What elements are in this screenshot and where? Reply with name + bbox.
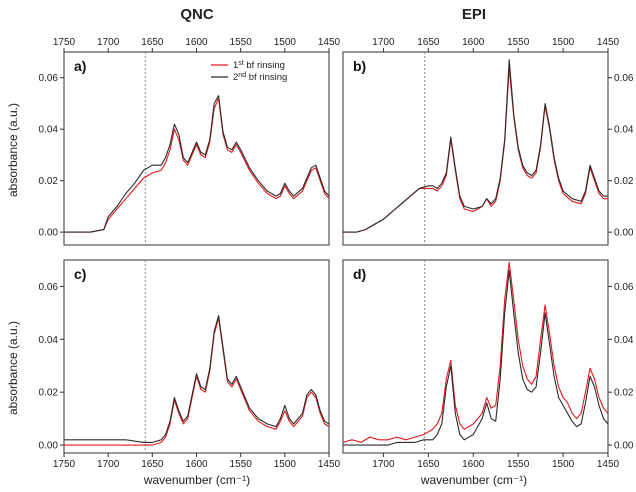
y-tick-label: 0.02 [39, 176, 59, 187]
y-tick-label: 0.06 [614, 73, 634, 84]
y-axis-label-top: absorbance (a.u.) [6, 103, 20, 197]
y-tick-label: 0.04 [39, 335, 59, 346]
panel-label: d) [353, 266, 366, 282]
x-axis-label-left: wavenumber (cm⁻¹) [143, 473, 250, 487]
x-tick-label: 1650 [141, 37, 164, 48]
x-tick-label: 1450 [597, 37, 620, 48]
legend-label-second: 2nd bf rinsing [233, 72, 287, 84]
panel-d: 0.00 0.02 0.04 0.06 1700 1650 1600 1550 1500 1450… [342, 259, 634, 470]
x-tick-label: 1450 [318, 459, 341, 470]
y-tick-label: 0.00 [39, 441, 59, 452]
x-tick-label: 1650 [417, 459, 440, 470]
panel-c: 0.00 0.02 0.04 0.06 1750 1700 1650 1600 1550 1500… [39, 259, 341, 470]
x-tick-label: 1600 [185, 459, 208, 470]
x-tick-label: 1450 [318, 37, 341, 48]
plot-frame [342, 51, 609, 246]
series-line-first [64, 97, 330, 233]
plot-frame [63, 51, 330, 246]
x-tick-label: 1600 [462, 459, 485, 470]
x-tick-label: 1750 [53, 37, 76, 48]
x-tick-label: 1700 [372, 37, 395, 48]
y-tick-label: 0.00 [39, 228, 59, 239]
series-line-first [342, 262, 609, 443]
x-tick-label: 1600 [185, 37, 208, 48]
x-tick-label: 1500 [274, 37, 297, 48]
series-line-first [64, 317, 330, 446]
y-tick-label: 0.02 [39, 388, 59, 399]
x-axis-label-right: wavenumber (cm⁻¹) [420, 473, 527, 487]
y-tick-label: 0.04 [39, 125, 59, 136]
y-tick-label: 0.06 [39, 282, 59, 293]
x-tick-label: 1600 [462, 37, 485, 48]
series-line-second [343, 59, 608, 233]
series-line-first [343, 66, 608, 233]
y-axis-label-bottom: absorbance (a.u.) [6, 321, 20, 415]
series-line-second [64, 314, 330, 443]
x-tick-label: 1550 [507, 37, 530, 48]
x-tick-label: 1700 [372, 459, 395, 470]
x-tick-label: 1500 [274, 459, 297, 470]
y-tick-label: 0.06 [614, 282, 634, 293]
x-tick-label: 1700 [97, 37, 120, 48]
panel-label: a) [74, 58, 86, 74]
panel-label: c) [74, 266, 86, 282]
x-tick-label: 1550 [507, 459, 530, 470]
y-tick-label: 0.02 [614, 388, 634, 399]
x-tick-label: 1650 [141, 459, 164, 470]
y-tick-label: 0.06 [39, 73, 59, 84]
column-title-epi: EPI [462, 6, 486, 23]
x-tick-label: 1500 [552, 459, 575, 470]
x-tick-label: 1550 [230, 459, 253, 470]
x-tick-label: 1750 [53, 459, 76, 470]
x-tick-label: 1500 [552, 37, 575, 48]
series-line-second [343, 270, 609, 446]
x-tick-label: 1700 [97, 459, 120, 470]
panel-a: 0.00 0.02 0.04 0.06 1750 1700 1650 1600 1550 1500… [39, 37, 341, 246]
x-tick-label: 1550 [230, 37, 253, 48]
column-title-qnc: QNC [180, 6, 214, 23]
panel-label: b) [353, 58, 366, 74]
x-tick-label: 1450 [597, 459, 620, 470]
series-line-second [64, 95, 330, 233]
y-tick-label: 0.00 [614, 441, 634, 452]
y-tick-label: 0.02 [614, 176, 634, 187]
plot-frame [63, 259, 330, 454]
panel-b: 0.00 0.02 0.04 0.06 1700 1650 1600 1550 1500 1450… [342, 37, 634, 246]
y-tick-label: 0.04 [614, 335, 634, 346]
y-tick-label: 0.00 [614, 228, 634, 239]
legend-label-first: 1st bf rinsing [233, 60, 285, 72]
plot-frame [342, 259, 609, 454]
x-tick-label: 1650 [417, 37, 440, 48]
y-tick-label: 0.04 [614, 125, 634, 136]
